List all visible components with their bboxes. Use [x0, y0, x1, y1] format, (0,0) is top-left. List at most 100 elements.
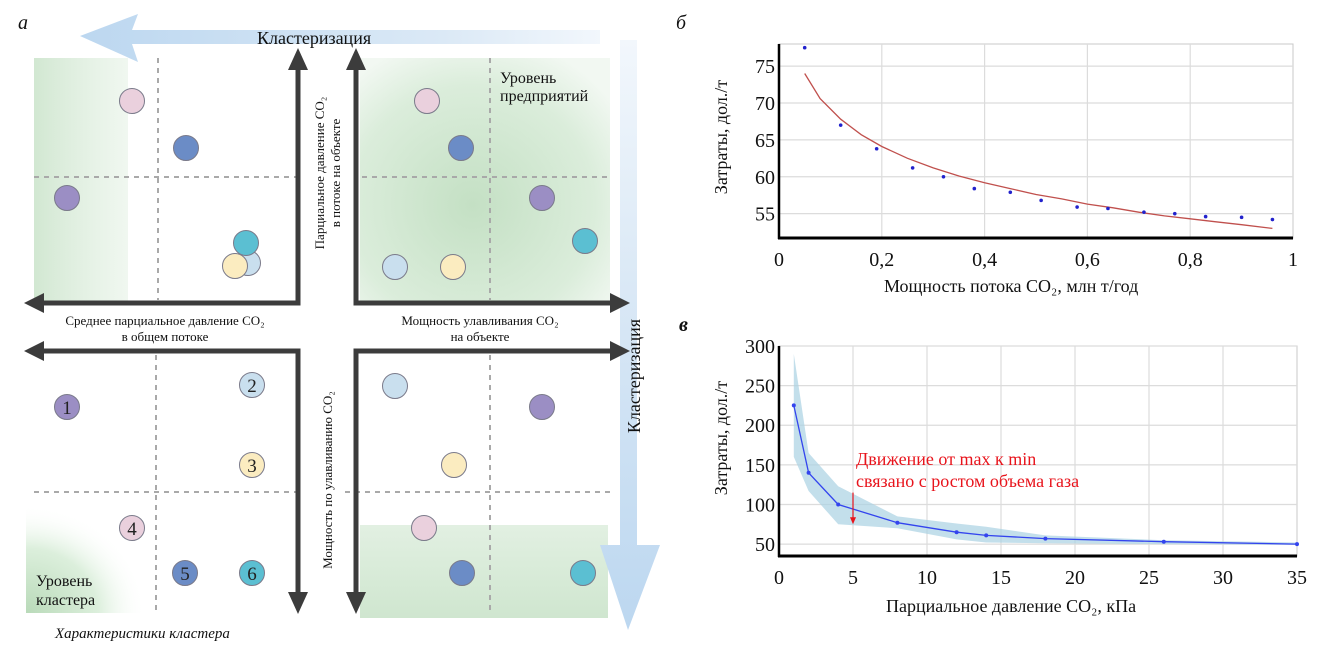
- cluster-characteristics-caption: Характеристики кластера: [55, 626, 230, 642]
- line-point: [1161, 539, 1166, 544]
- y-tick-label: 250: [745, 376, 775, 398]
- cluster-circle: [570, 560, 596, 586]
- panel-a-letter: а: [18, 12, 28, 34]
- cluster-circle: [448, 135, 474, 161]
- cluster-number: 3: [247, 456, 257, 477]
- clustering-arrow-vertical: [600, 40, 660, 630]
- cluster-level-line-2: кластера: [36, 592, 96, 609]
- y-tick-label: 60: [755, 167, 775, 189]
- line-point: [954, 530, 959, 535]
- green-zone-bottom-right: [360, 525, 608, 618]
- y-tick-label: 70: [755, 93, 775, 115]
- cluster-circles: 1 2 3 4 5 6: [54, 88, 598, 586]
- line-point: [836, 502, 841, 507]
- scatter-point: [1039, 198, 1043, 203]
- x-tick-label: 0,4: [972, 249, 997, 271]
- x-tick-label: 0,2: [869, 249, 894, 271]
- x-tick-label: 0,8: [1178, 249, 1203, 271]
- quadrant-dashed-grid: [34, 58, 610, 612]
- y-tick-label: 65: [755, 130, 775, 152]
- x-tick-label: 0,6: [1075, 249, 1100, 271]
- cluster-circle: [233, 230, 259, 256]
- cluster-circle: [411, 515, 437, 541]
- scatter-point: [1075, 205, 1079, 209]
- x-tick-label: 15: [991, 567, 1011, 589]
- line-point: [806, 470, 811, 475]
- x-tick-label: 30: [1213, 567, 1233, 589]
- y-tick-label: 55: [755, 204, 775, 226]
- cluster-number: 2: [247, 376, 257, 397]
- cluster-circle: [382, 254, 408, 280]
- x-tick-label: 10: [917, 567, 937, 589]
- cluster-circle: [222, 253, 248, 279]
- cluster-number: 4: [127, 519, 137, 540]
- x-tick-label: 25: [1139, 567, 1159, 589]
- scatter-point: [1172, 211, 1177, 216]
- chart-c-ylabel: Затраты, дол./т: [711, 380, 731, 496]
- y-tick-label: 75: [755, 56, 775, 78]
- enterprise-level-line-1: Уровень: [500, 70, 557, 87]
- axes: [30, 62, 618, 602]
- scatter-point: [802, 45, 807, 50]
- cluster-circle: [441, 452, 467, 478]
- axis-label-line: на объекте: [450, 329, 510, 344]
- scatter-point: [1008, 190, 1013, 195]
- cluster-circle: 3: [239, 452, 265, 478]
- chart-b-xlabel: Мощность потока CO₂, млн т/год: [884, 276, 1139, 296]
- enterprise-level-label: Уровень предприятий: [500, 70, 588, 106]
- scatter-point: [1203, 214, 1208, 219]
- x-tick-label: 20: [1065, 567, 1085, 589]
- scatter-point: [1239, 215, 1244, 220]
- cluster-circle: [173, 135, 199, 161]
- scatter-point: [910, 166, 915, 170]
- y-tick-label: 100: [745, 494, 775, 516]
- panel-b-letter: б: [676, 12, 687, 34]
- y-tick-label: 50: [755, 534, 775, 556]
- line-point: [791, 403, 796, 408]
- line-point: [1295, 542, 1299, 547]
- x-tick-label: 0: [774, 567, 784, 589]
- x-tick-label: 0: [774, 249, 784, 271]
- line-point: [1043, 536, 1048, 541]
- green-zone-top-left: [34, 58, 128, 303]
- scatter-point: [1270, 217, 1275, 222]
- scatter-point: [1142, 210, 1146, 214]
- clustering-arrow-horizontal: [80, 14, 600, 62]
- annotation-arrowhead: [850, 517, 856, 525]
- cluster-level-label: Уровень кластера: [36, 572, 95, 610]
- enterprise-level-line-2: предприятий: [500, 88, 589, 105]
- cluster-circle: [440, 254, 466, 280]
- cluster-number: 6: [247, 564, 257, 585]
- axis-label-capture-capacity: Мощность улавливания CO₂ на объекте: [360, 313, 600, 345]
- axis-arrowheads: [24, 48, 630, 614]
- chart-c-annotation: Движение от max к min связано с ростом о…: [856, 448, 1079, 492]
- annotation-line-1: Движение от max к min: [856, 449, 1037, 469]
- plot-area: [778, 43, 1294, 239]
- axis-label-line: в общем потоке: [121, 329, 209, 344]
- axis-label-line: Среднее парциальное давление CO₂: [65, 313, 265, 328]
- x-tick-label: 35: [1287, 567, 1307, 589]
- scatter-point: [874, 146, 879, 151]
- scatter-point: [972, 186, 977, 191]
- line-point: [984, 533, 989, 538]
- chart-c-xlabel: Парциальное давление CO₂, кПа: [886, 596, 1137, 616]
- y-tick-label: 200: [745, 415, 775, 437]
- y-tick-label: 150: [745, 455, 775, 477]
- cluster-number: 5: [180, 564, 190, 585]
- cluster-circle: [414, 88, 440, 114]
- trend-line: [804, 73, 1273, 230]
- cluster-circle: [529, 185, 555, 211]
- cluster-circle: 5: [172, 560, 198, 586]
- scatter-point: [941, 174, 946, 179]
- panel-a-diagram: 1 2 3 4 5 6: [24, 14, 660, 630]
- x-tick-label: 1: [1288, 249, 1298, 271]
- cluster-circle: 2: [239, 372, 265, 398]
- cluster-circle: [119, 88, 145, 114]
- cluster-circle: [54, 185, 80, 211]
- cluster-circle: 4: [119, 515, 145, 541]
- cluster-number: 1: [62, 398, 72, 419]
- axis-label-avg-partial-pressure: Среднее парциальное давление CO₂ в общем…: [40, 313, 290, 345]
- y-tick-label: 300: [745, 336, 775, 358]
- cluster-circle: [449, 560, 475, 586]
